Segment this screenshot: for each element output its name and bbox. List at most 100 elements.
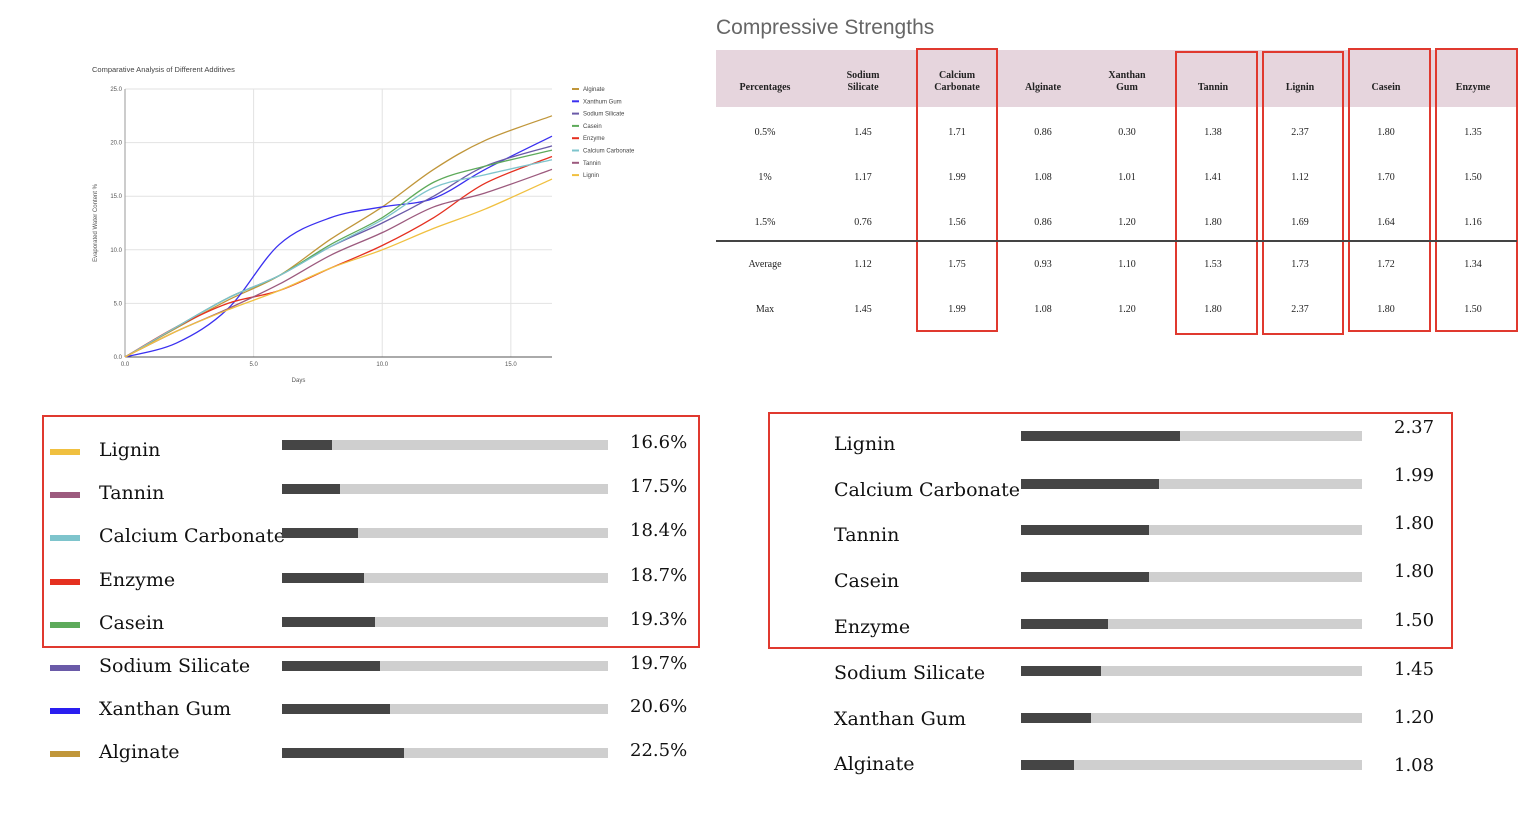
x-tick-label: 0.0: [121, 362, 130, 368]
table-cell: 1.64: [1377, 217, 1395, 228]
table-cell: 1.16: [1464, 217, 1482, 228]
legend-label: Enzyme: [583, 136, 605, 142]
ranking-value: 16.6%: [630, 432, 688, 453]
column-header-line: Carbonate: [934, 82, 980, 93]
evaporation-line-chart: Comparative Analysis of Different Additi…: [92, 65, 635, 384]
ranking-value: 17.5%: [630, 476, 688, 497]
x-tick-label: 10.0: [376, 362, 388, 368]
ranking-bar-track: [282, 704, 608, 714]
table-cell: 1.12: [854, 259, 872, 270]
ranking-label: Enzyme: [834, 616, 911, 638]
table-cell: 1.10: [1118, 259, 1136, 270]
ranking-bar-track: [282, 661, 608, 671]
legend-swatch: [50, 751, 80, 757]
table-cell: 1.08: [1034, 304, 1052, 315]
ranking-bar-track: [282, 440, 608, 450]
column-header-line: Sodium: [846, 70, 880, 81]
ranking-value: 1.08: [1394, 755, 1435, 776]
ranking-label: Xanthan Gum: [834, 708, 966, 730]
series-line-calcium-carbonate: [124, 159, 553, 358]
legend-label: Calcium Carbonate: [583, 149, 635, 155]
ranking-bar-track: [1021, 479, 1362, 489]
ranking-bar-track: [282, 573, 608, 583]
ranking-bar-fill: [282, 704, 390, 714]
column-header: Sodium Silicate: [847, 70, 880, 94]
legend-label: Lignin: [583, 173, 599, 179]
table-cell: 1.99: [948, 304, 966, 315]
ranking-bar-fill: [1021, 619, 1108, 629]
ranking-bar-track: [1021, 666, 1362, 676]
ranking-bar-track: [282, 528, 608, 538]
ranking-value: 19.3%: [630, 609, 688, 630]
legend-label: Alginate: [583, 87, 605, 93]
ranking-bar-track: [1021, 713, 1362, 723]
table-cell: 1.80: [1377, 127, 1395, 138]
ranking-label: Lignin: [834, 433, 896, 455]
legend-label: Casein: [583, 124, 602, 130]
table-cell: 1.34: [1464, 259, 1482, 270]
column-highlight-box: [1435, 48, 1518, 332]
ranking-bar-fill: [282, 661, 380, 671]
column-highlight-box: [1175, 51, 1258, 335]
ranking-label: Tannin: [99, 482, 165, 504]
row-label: Average: [748, 259, 782, 270]
table-cell: 1.35: [1464, 127, 1482, 138]
ranking-label: Lignin: [99, 439, 161, 461]
table-cell: 1.50: [1464, 172, 1482, 183]
row-label: 0.5%: [754, 127, 776, 138]
ranking-bar-fill: [282, 617, 375, 627]
y-tick-label: 10.0: [110, 248, 122, 254]
ranking-value: 1.80: [1394, 561, 1435, 582]
ranking-label: Casein: [834, 570, 900, 592]
column-header-line: Enzyme: [1455, 82, 1491, 93]
column-header: Lignin: [1286, 82, 1314, 94]
table-cell: 1.73: [1291, 259, 1309, 270]
ranking-value: 2.37: [1394, 417, 1435, 438]
table-cell: 1.80: [1204, 304, 1222, 315]
ranking-bar-track: [1021, 431, 1362, 441]
table-cell: 1.17: [854, 172, 872, 183]
ranking-bar-track: [282, 748, 608, 758]
ranking-bar-fill: [1021, 525, 1149, 535]
ranking-value: 18.4%: [630, 520, 688, 541]
legend-label: Tannin: [583, 161, 601, 167]
table-cell: 1.12: [1291, 172, 1309, 183]
table-cell: 1.99: [948, 172, 966, 183]
series-line-lignin: [124, 178, 553, 358]
table-cell: 1.01: [1118, 172, 1136, 183]
ranking-value: 19.7%: [630, 653, 688, 674]
table-cell: 1.70: [1377, 172, 1395, 183]
column-header-line: Casein: [1371, 82, 1401, 93]
column-header: Casein: [1372, 82, 1401, 94]
table-cell: 1.80: [1204, 217, 1222, 228]
ranking-bar-fill: [1021, 666, 1102, 676]
column-header: Tannin: [1198, 82, 1228, 94]
ranking-bar-fill: [1021, 713, 1091, 723]
ranking-bar-track: [282, 617, 608, 627]
ranking-label: Alginate: [834, 753, 915, 775]
ranking-bar-fill: [1021, 760, 1074, 770]
column-highlight-box: [916, 48, 998, 332]
ranking-bar-fill: [282, 484, 341, 494]
column-header-line: Gum: [1116, 82, 1138, 93]
x-tick-label: 15.0: [505, 362, 517, 368]
table-cell: 1.71: [948, 127, 966, 138]
y-axis-label: Evaporated Water Content %: [93, 183, 99, 261]
table-cell: 1.20: [1118, 304, 1136, 315]
table-cell: 1.53: [1204, 259, 1222, 270]
y-tick-label: 20.0: [110, 141, 122, 147]
table-cell: 1.80: [1377, 304, 1395, 315]
table-header-background: [716, 50, 1517, 107]
table-cell: 1.72: [1377, 259, 1395, 270]
highlight-box-evaporation: [42, 415, 700, 648]
ranking-value: 1.20: [1394, 707, 1435, 728]
column-header-line: Percentages: [739, 82, 791, 93]
legend-swatch: [50, 492, 80, 498]
ranking-value: 18.7%: [630, 565, 688, 586]
ranking-label: Calcium Carbonate: [834, 479, 1020, 501]
row-label: Max: [755, 304, 775, 315]
x-axis-label: Days: [292, 378, 306, 384]
legend-swatch: [50, 579, 80, 585]
legend-swatch: [50, 535, 80, 541]
ranking-bar-fill: [1021, 572, 1149, 582]
